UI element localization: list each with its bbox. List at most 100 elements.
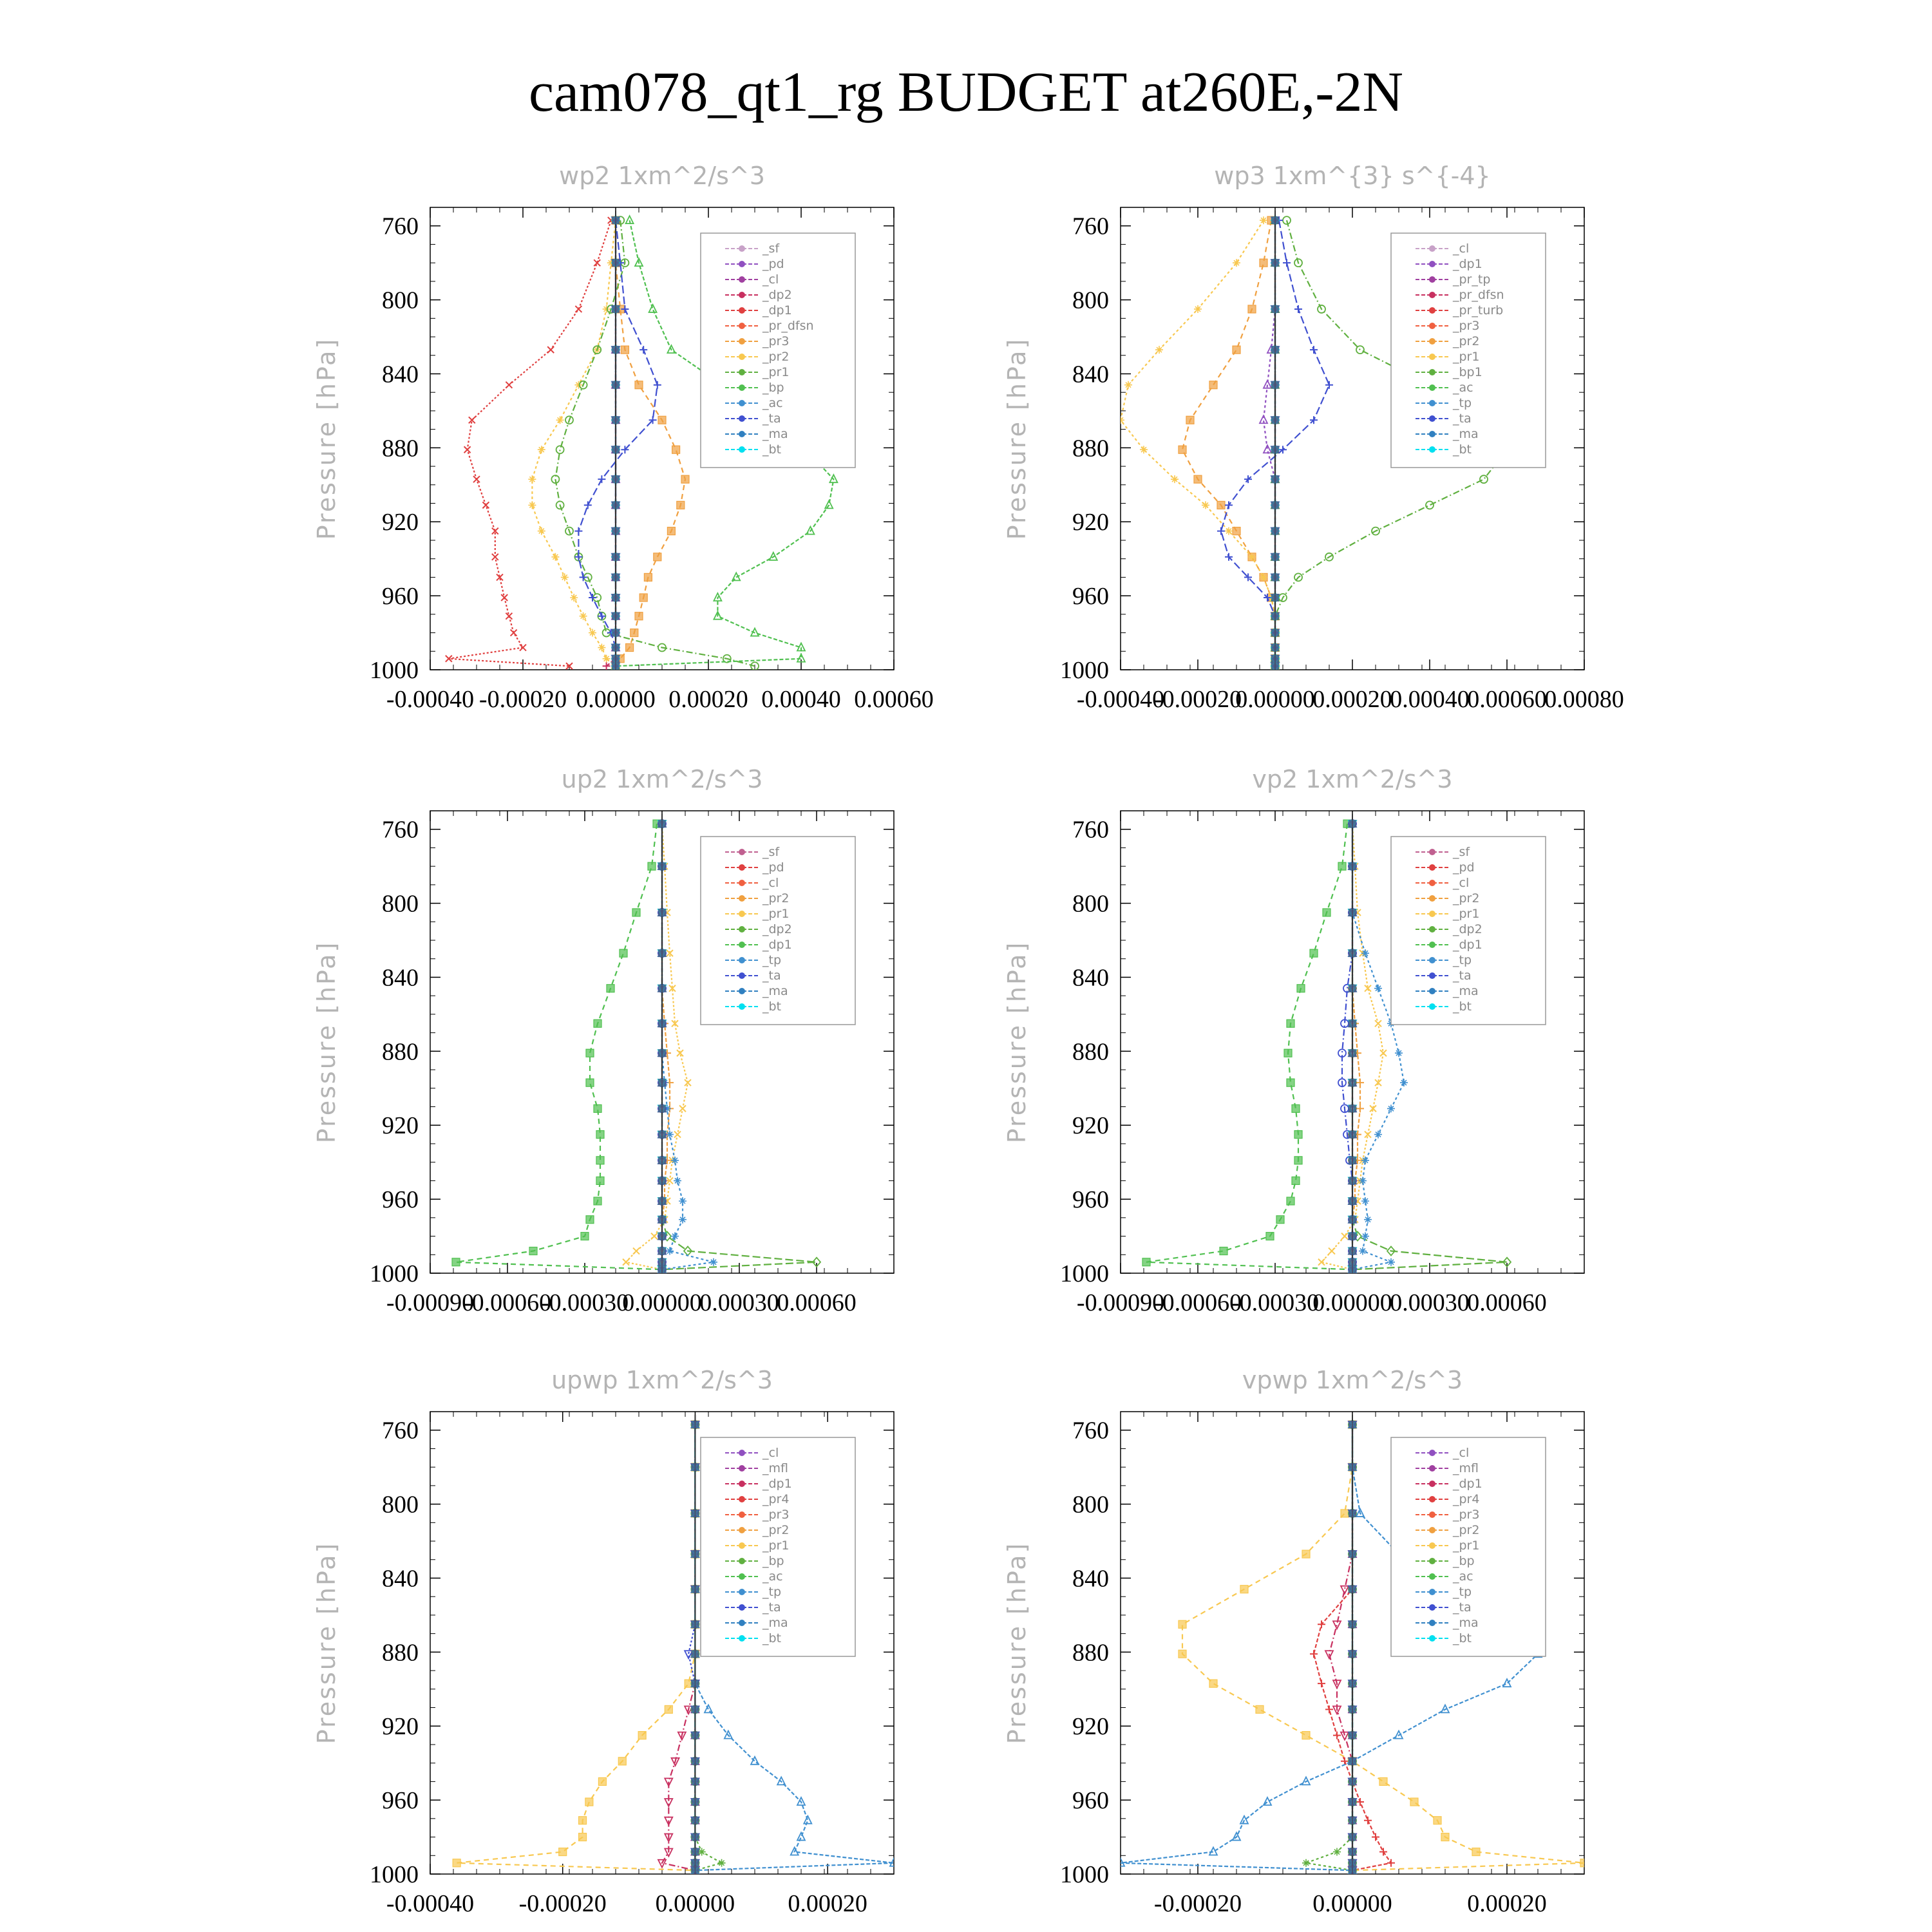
zero-marker <box>1349 1866 1356 1874</box>
legend-box <box>700 1437 856 1657</box>
legend-marker <box>739 307 745 314</box>
data-point <box>1356 1079 1364 1087</box>
data-point <box>473 475 480 483</box>
data-point <box>657 1859 667 1869</box>
legend-marker <box>1429 1481 1435 1487</box>
legend-label: _tp <box>762 1585 781 1599</box>
legend-label: _mfl <box>762 1461 788 1475</box>
legend-marker <box>739 864 745 871</box>
zero-marker <box>612 573 620 582</box>
data-point <box>1364 1130 1372 1139</box>
data-point <box>625 643 634 652</box>
zero-marker <box>1349 908 1356 916</box>
legend-marker <box>739 1450 745 1456</box>
zero-marker <box>1349 1757 1356 1765</box>
legend-marker <box>1429 292 1435 298</box>
data-point <box>1441 1832 1450 1842</box>
zero-marker <box>1271 475 1279 484</box>
data-point <box>1356 345 1365 355</box>
series-group <box>445 211 838 670</box>
legend-marker <box>1429 338 1435 345</box>
y-tick-label: 760 <box>382 213 419 240</box>
data-point <box>1356 1797 1364 1806</box>
data-point <box>1255 1705 1264 1714</box>
data-point <box>1209 1679 1218 1688</box>
series-line-pr3 <box>614 220 687 667</box>
x-tick-label: 0.00020 <box>668 686 748 713</box>
legend-label: _bt <box>1452 999 1472 1014</box>
data-point <box>565 526 574 536</box>
data-point <box>452 1859 461 1868</box>
y-tick-label: 920 <box>382 509 419 536</box>
legend-label: _bt <box>1452 442 1472 457</box>
data-point <box>585 1078 594 1087</box>
data-point <box>1233 259 1240 267</box>
data-point <box>593 1197 602 1206</box>
data-point <box>583 501 592 509</box>
legend-marker <box>739 1003 745 1010</box>
data-point <box>1294 1156 1303 1165</box>
y-tick-label: 760 <box>1072 1417 1109 1444</box>
zero-marker <box>691 1777 699 1786</box>
y-tick-label: 920 <box>382 1713 419 1740</box>
data-point <box>1479 475 1488 484</box>
legend-marker <box>739 1465 745 1472</box>
zero-marker <box>658 1156 666 1164</box>
data-point <box>679 1104 687 1113</box>
data-point <box>1276 1215 1285 1224</box>
x-tick-label: -0.00030 <box>1231 1289 1319 1316</box>
y-tick-label: 1000 <box>1060 657 1109 684</box>
data-point <box>1294 305 1302 313</box>
series-line-pr2 <box>1181 220 1276 667</box>
data-point <box>1440 1703 1450 1714</box>
zero-marker <box>1349 984 1356 992</box>
legend-label: _bp1 <box>1452 365 1482 379</box>
data-point <box>1286 1078 1295 1087</box>
data-point <box>1374 1019 1382 1027</box>
y-tick-label: 760 <box>382 1417 419 1444</box>
data-point <box>679 1215 687 1224</box>
data-point <box>666 1177 674 1185</box>
zero-marker <box>612 381 620 389</box>
zero-marker <box>658 1130 666 1139</box>
legend-label: _ta <box>1452 969 1472 983</box>
x-tick-label: -0.00030 <box>541 1289 629 1316</box>
data-point <box>681 475 690 484</box>
series-line-dp1 <box>448 220 612 667</box>
zero-marker <box>1271 416 1279 424</box>
x-tick-label: 0.00060 <box>777 1289 857 1316</box>
legend-box <box>1390 1437 1546 1657</box>
zero-marker <box>612 216 620 225</box>
data-point <box>565 662 573 670</box>
data-point <box>796 1795 806 1806</box>
y-tick-label: 840 <box>382 964 419 991</box>
data-point <box>1341 1232 1349 1240</box>
x-tick-label: -0.00040 <box>1077 686 1164 713</box>
zero-marker <box>1349 1265 1356 1273</box>
zero-marker <box>1349 1049 1356 1057</box>
data-point <box>658 415 667 424</box>
data-point <box>666 1247 674 1255</box>
legend-label: _pr1 <box>762 907 789 921</box>
legend-marker <box>739 245 745 252</box>
data-point <box>1333 1731 1341 1739</box>
series-line-bp <box>1305 1425 1354 1871</box>
legend-label: _sf <box>762 242 780 256</box>
data-point <box>1283 1048 1293 1057</box>
data-point <box>622 1258 630 1266</box>
series-line-tp <box>661 824 714 1271</box>
data-point <box>634 257 644 267</box>
data-point <box>653 381 661 389</box>
y-tick-label: 960 <box>382 583 419 610</box>
panel-3: up2 1xm^2/s^3 Pressure [hPa] 760 800 840 880 9… <box>312 765 895 1316</box>
data-point <box>585 1797 594 1806</box>
data-point <box>1379 1848 1387 1856</box>
zero-marker <box>1349 1079 1356 1087</box>
x-tick-label: 0.00020 <box>1467 1890 1547 1917</box>
legend-label: _pr1 <box>1452 907 1479 921</box>
data-point <box>638 1731 647 1740</box>
data-point <box>676 500 685 509</box>
legend-marker <box>1429 1589 1435 1595</box>
legend-marker <box>1429 942 1435 948</box>
data-point <box>723 1729 734 1739</box>
